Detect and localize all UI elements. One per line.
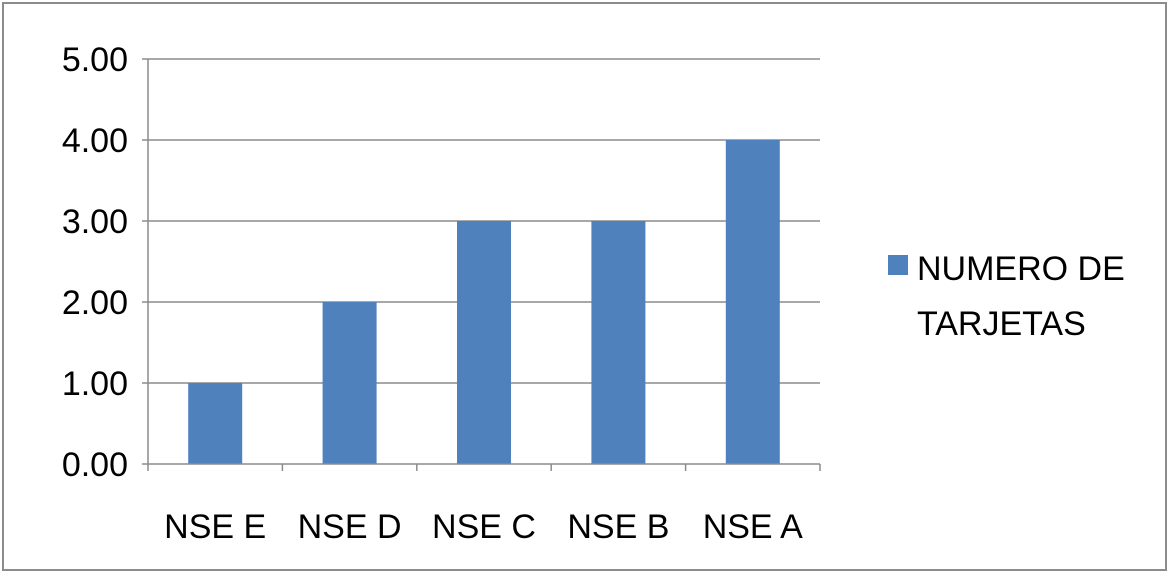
legend: NUMERO DE TARJETAS — [888, 250, 1125, 343]
y-tick-label: 4.00 — [62, 122, 128, 160]
y-tick-label: 0.00 — [62, 446, 128, 484]
bar — [322, 302, 377, 464]
legend-label-line-1: NUMERO DE — [917, 250, 1125, 288]
x-tick-label: NSE B — [567, 508, 669, 546]
y-tick-label: 5.00 — [62, 41, 128, 79]
x-tick-label: NSE D — [298, 508, 402, 546]
legend-swatch — [888, 255, 908, 275]
y-tick-label: 3.00 — [62, 203, 128, 241]
axes — [147, 59, 821, 471]
y-tick-label: 2.00 — [62, 284, 128, 322]
x-tick-label: NSE A — [703, 508, 803, 546]
bars — [188, 140, 780, 464]
y-tick-labels: 0.00 1.00 2.00 3.00 4.00 5.00 — [62, 41, 148, 484]
bar — [725, 140, 780, 464]
bar — [457, 221, 511, 464]
bar — [188, 383, 243, 464]
bar — [591, 221, 646, 464]
x-tick-label: NSE C — [432, 508, 536, 546]
y-tick-label: 1.00 — [62, 365, 128, 403]
x-tick-label: NSE E — [164, 508, 266, 546]
x-tick-labels: NSE E NSE D NSE C NSE B NSE A — [164, 508, 803, 546]
legend-label-line-2: TARJETAS — [917, 305, 1086, 343]
